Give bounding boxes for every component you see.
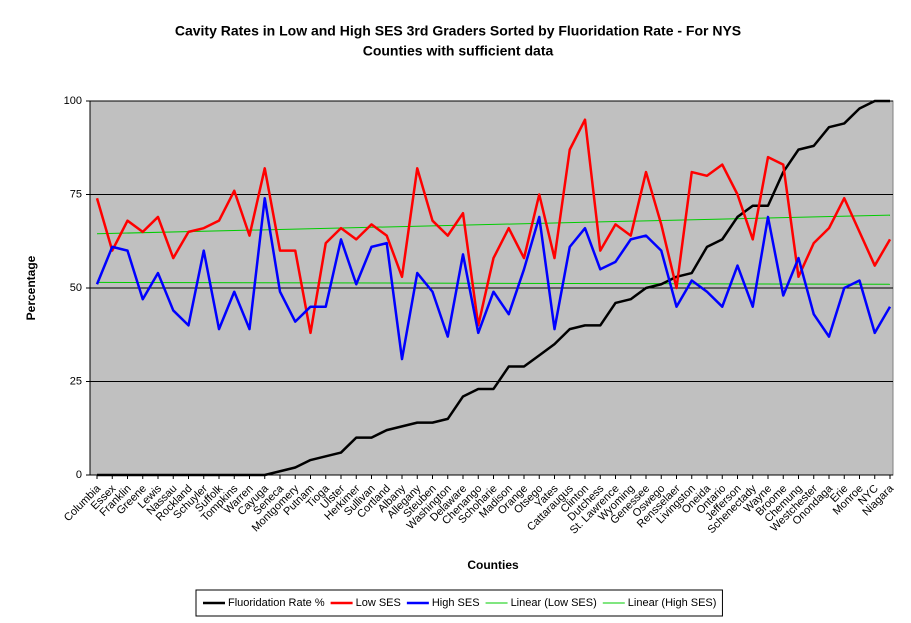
legend-label: Linear (High SES) [628,597,717,609]
legend-label: Linear (Low SES) [511,597,597,609]
chart-title: Counties with sufficient data [363,43,554,59]
y-axis-title: Percentage [24,255,38,320]
y-tick-label: 50 [70,282,82,294]
y-tick-label: 25 [70,375,82,387]
legend [195,589,723,617]
y-tick-label: 100 [64,95,82,107]
y-tick-label: 75 [70,188,82,200]
legend-label: Low SES [356,597,401,609]
legend-label: Fluoridation Rate % [228,597,325,609]
chart-title: Cavity Rates in Low and High SES 3rd Gra… [175,23,741,39]
y-tick-label: 0 [76,469,82,481]
legend-label: High SES [432,597,480,609]
series-line [95,196,892,361]
series-line [95,118,892,335]
x-axis-title: Counties [467,558,519,572]
